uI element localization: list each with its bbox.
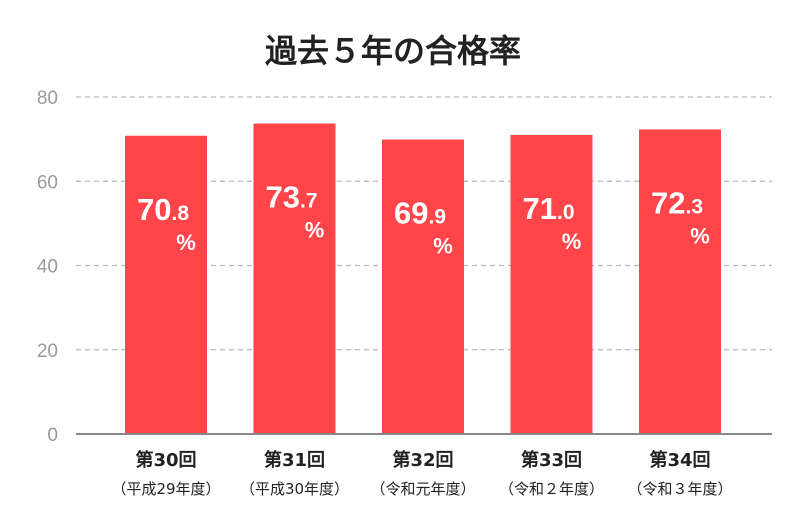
category-labels: 第30回 （平成29年度） 第31回 （平成30年度） 第32回 （令和元年度） 第33回 （…: [111, 449, 732, 498]
category-label: 第34回: [649, 449, 710, 471]
bar-value-label: 73.7: [266, 180, 318, 215]
category-sublabel: （平成29年度）: [111, 480, 220, 498]
category-label: 第30回: [135, 449, 196, 471]
category-sublabel: （令和２年度）: [499, 480, 604, 498]
y-tick-label: 60: [37, 172, 58, 193]
y-tick-label: 80: [37, 88, 58, 109]
bar-unit-label: %: [433, 234, 453, 259]
category-sublabel: （令和３年度）: [627, 480, 732, 498]
bar-unit-label: %: [305, 218, 325, 243]
bar-unit-label: %: [176, 230, 196, 255]
bar-unit-label: %: [690, 223, 710, 248]
bar: [639, 129, 721, 434]
category-label: 第33回: [521, 449, 582, 471]
bar-value-label: 72.3: [651, 185, 703, 220]
category-label: 第31回: [264, 449, 325, 471]
bar-value-label: 69.9: [394, 196, 446, 231]
chart-title: 過去５年の合格率: [265, 32, 521, 70]
y-tick-label: 40: [37, 257, 58, 278]
bar-unit-label: %: [562, 229, 582, 254]
bar: [125, 135, 207, 434]
y-tick-label: 0: [47, 425, 58, 446]
bar-value-label: 70.8: [137, 192, 189, 227]
y-tick-label: 20: [37, 341, 58, 362]
category-label: 第32回: [392, 449, 453, 471]
bar: [510, 134, 593, 434]
category-sublabel: （平成30年度）: [240, 480, 349, 498]
value-labels: 70.8% 73.7% 69.9% 71.0% 72.3%: [137, 180, 710, 259]
bars: [125, 123, 721, 434]
bar: [382, 139, 464, 434]
category-sublabel: （令和元年度）: [370, 480, 475, 498]
bar: [253, 123, 336, 434]
bar-value-label: 71.0: [523, 191, 575, 226]
y-axis-ticks: 0 20 40 60 80: [37, 88, 58, 446]
